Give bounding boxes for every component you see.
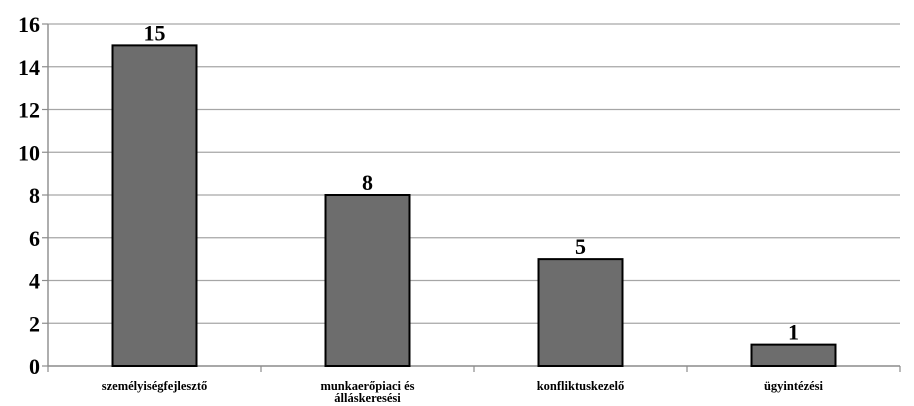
bar xyxy=(111,44,198,367)
x-category-label: ügyintézési xyxy=(764,379,824,393)
y-tick-label: 16 xyxy=(18,12,40,37)
y-tick-label: 12 xyxy=(18,98,40,123)
x-category-label: személyiségfejlesztő xyxy=(102,379,208,393)
y-tick-label: 10 xyxy=(18,140,40,165)
y-tick-label: 8 xyxy=(29,183,40,208)
x-category-label: munkaerőpiaci és xyxy=(320,379,414,393)
data-label: 15 xyxy=(144,20,166,45)
bar xyxy=(537,258,624,367)
bar xyxy=(324,194,411,367)
y-tick-label: 6 xyxy=(29,226,40,251)
data-label: 5 xyxy=(575,234,586,259)
y-tick-label: 0 xyxy=(29,354,40,379)
data-label: 1 xyxy=(788,320,799,345)
x-category-label: álláskeresési xyxy=(334,391,401,405)
bar xyxy=(750,343,837,367)
y-tick-label: 4 xyxy=(29,269,40,294)
data-label: 8 xyxy=(362,170,373,195)
y-tick-label: 14 xyxy=(18,55,40,80)
x-category-label: konfliktuskezelő xyxy=(537,379,625,393)
y-tick-label: 2 xyxy=(29,311,40,336)
